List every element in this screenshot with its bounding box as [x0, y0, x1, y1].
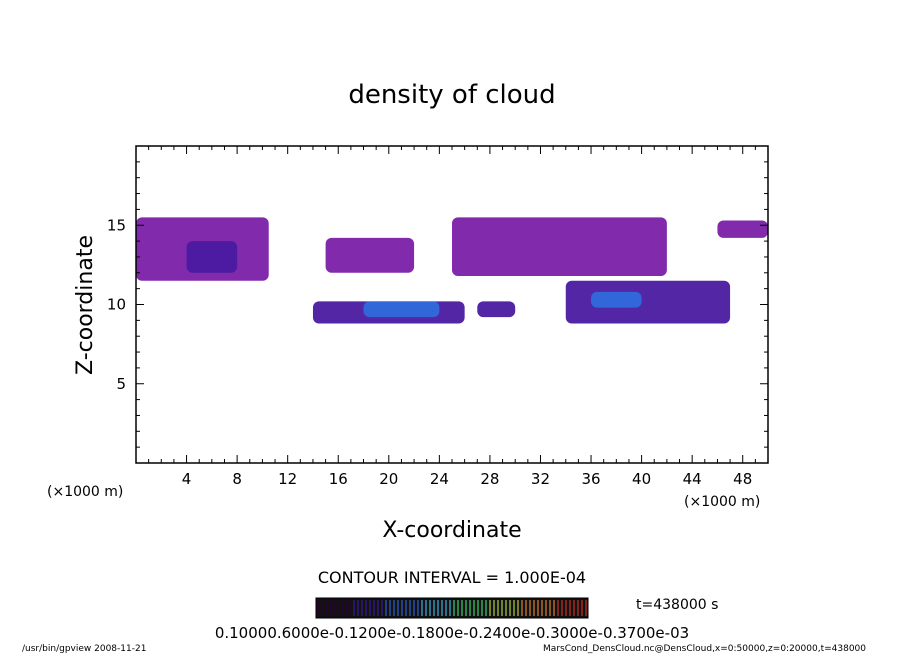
x-unit-right: (×1000 m)	[684, 494, 760, 510]
x-tick-label: 32	[531, 470, 550, 488]
cloud-region-1	[186, 241, 238, 273]
y-tick-label: 15	[107, 216, 126, 234]
cloud-region-8	[452, 217, 667, 276]
time-label: t=438000 s	[636, 597, 718, 613]
colorbar-labels: 0.10000.6000e-0.1200e-0.1800e-0.2400e-0.…	[215, 624, 689, 642]
x-tick-label: 36	[581, 470, 600, 488]
contour-interval: CONTOUR INTERVAL = 1.000E-04	[318, 568, 586, 587]
x-tick-label: 48	[733, 470, 752, 488]
x-tick-label: 24	[430, 470, 449, 488]
cloud-region-9	[717, 220, 768, 238]
cloud-region-7	[325, 237, 415, 273]
cloud-region-4	[477, 301, 516, 318]
y-axis-label: Z-coordinate	[73, 235, 98, 375]
colorbar	[316, 598, 588, 618]
y-tick-label: 10	[107, 296, 126, 314]
footer-right: MarsCond_DensCloud.nc@DensCloud,x=0:5000…	[543, 644, 866, 654]
x-tick-label: 20	[379, 470, 398, 488]
x-tick-label: 16	[329, 470, 348, 488]
x-tick-label: 4	[182, 470, 192, 488]
footer-left: /usr/bin/gpview 2008-11-21	[22, 644, 146, 654]
chart-title: density of cloud	[348, 80, 555, 110]
plot-area	[136, 217, 768, 324]
cloud-region-3	[363, 301, 440, 318]
x-tick-label: 40	[632, 470, 651, 488]
x-tick-label: 12	[278, 470, 297, 488]
x-unit-left: (×1000 m)	[47, 484, 123, 500]
x-axis-label: X-coordinate	[382, 518, 521, 543]
x-tick-label: 8	[232, 470, 242, 488]
x-tick-label: 44	[683, 470, 702, 488]
y-tick-label: 5	[116, 375, 126, 393]
cloud-region-6	[591, 291, 642, 308]
cloud-region-5	[565, 280, 731, 324]
x-tick-label: 28	[480, 470, 499, 488]
colorbar-frame	[315, 597, 589, 619]
